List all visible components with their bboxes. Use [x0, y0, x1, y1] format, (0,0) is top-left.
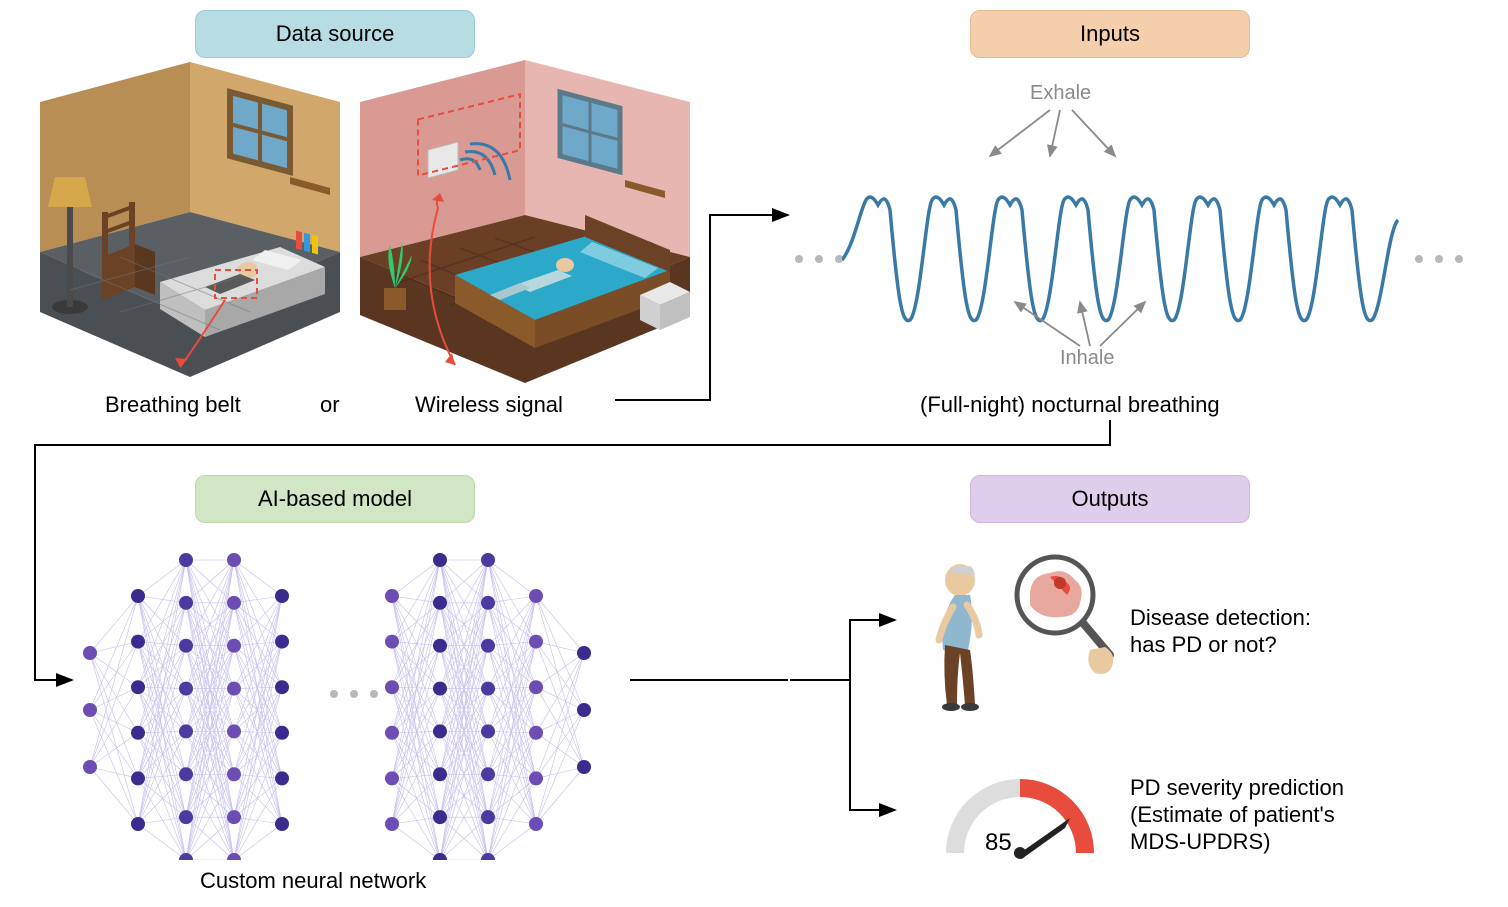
- severity-gauge-icon: 85: [935, 768, 1105, 878]
- label-custom-nn: Custom neural network: [200, 868, 426, 894]
- label-severity-line3: MDS-UPDRS): [1130, 829, 1271, 855]
- neural-network: [80, 540, 640, 860]
- gauge-value: 85: [985, 829, 1012, 856]
- nn-dots: [330, 690, 378, 698]
- disease-detection-icon: [905, 545, 1115, 720]
- label-disease-line2: has PD or not?: [1130, 632, 1277, 658]
- label-severity-line2: (Estimate of patient's: [1130, 802, 1335, 828]
- label-severity-line1: PD severity prediction: [1130, 775, 1344, 801]
- label-disease-line1: Disease detection:: [1130, 605, 1311, 631]
